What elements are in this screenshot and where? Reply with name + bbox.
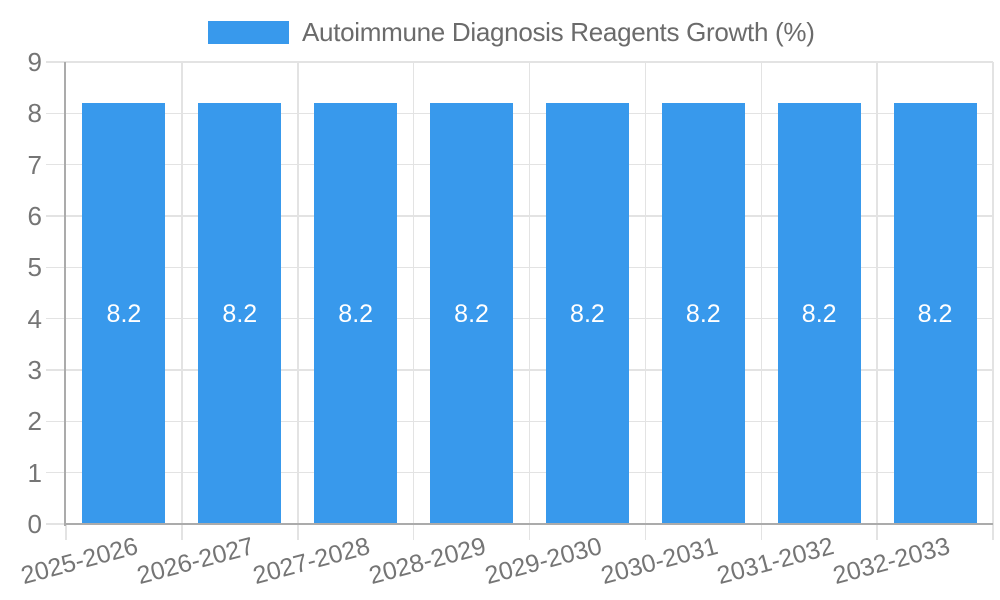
x-tick-mark	[992, 524, 994, 540]
x-tick-label: 2031-2032	[713, 532, 837, 590]
y-tick-label: 6	[27, 201, 42, 231]
x-tick-mark	[412, 524, 415, 540]
x-tick-mark	[181, 524, 183, 540]
v-gridline	[644, 62, 647, 524]
x-tick-mark	[528, 524, 531, 540]
x-tick-mark	[297, 524, 299, 540]
bar	[82, 103, 166, 524]
y-tick-label: 2	[27, 406, 42, 437]
bar	[314, 103, 398, 524]
x-tick-label: 2029-2030	[481, 532, 605, 590]
x-tick-label: 2030-2031	[597, 532, 721, 590]
bar	[777, 103, 861, 524]
x-tick-mark	[644, 524, 647, 540]
bar-value-label: 8.2	[338, 299, 374, 328]
y-tick-label: 9	[27, 47, 42, 77]
v-gridline	[876, 62, 878, 524]
bar-value-label: 8.2	[570, 299, 605, 328]
legend-swatch	[208, 21, 289, 44]
bar	[545, 103, 629, 524]
v-gridline	[181, 62, 183, 524]
v-gridline	[528, 62, 531, 524]
bar	[661, 103, 745, 524]
x-tick-label: 2028-2029	[366, 532, 489, 590]
x-axis-line	[66, 523, 993, 525]
y-tick-mark	[46, 266, 66, 269]
x-tick-mark	[876, 524, 878, 540]
y-axis-line	[64, 62, 66, 526]
bar	[198, 103, 282, 524]
y-tick-label: 0	[27, 509, 42, 539]
y-tick-label: 1	[27, 457, 42, 488]
bar-value-label: 8.2	[222, 299, 258, 328]
y-tick-mark	[46, 317, 66, 320]
bar-value-label: 8.2	[801, 299, 837, 328]
v-gridline	[760, 62, 762, 524]
x-tick-mark	[65, 524, 67, 540]
x-tick-label: 2027-2028	[250, 532, 373, 590]
y-tick-mark	[46, 163, 66, 166]
v-gridline	[992, 62, 994, 524]
x-tick-mark	[760, 524, 762, 540]
y-tick-label: 8	[27, 98, 42, 129]
y-tick-mark	[46, 523, 66, 525]
x-tick-label: 2026-2027	[134, 532, 258, 590]
x-tick-label: 2032-2033	[829, 532, 953, 590]
bar-value-label: 8.2	[917, 299, 953, 328]
y-tick-mark	[46, 420, 66, 423]
y-tick-mark	[46, 112, 66, 115]
legend-label: Autoimmune Diagnosis Reagents Growth (%)	[302, 17, 815, 47]
bar	[893, 103, 977, 524]
x-tick-label: 2025-2026	[18, 532, 142, 590]
v-gridline	[412, 62, 415, 524]
bar	[430, 103, 514, 524]
y-tick-label: 7	[27, 149, 42, 180]
y-tick-label: 3	[27, 355, 42, 385]
y-tick-label: 4	[27, 303, 42, 334]
y-tick-mark	[46, 369, 66, 371]
y-tick-label: 5	[27, 252, 42, 283]
y-tick-mark	[46, 215, 66, 217]
v-gridline	[297, 62, 299, 524]
y-tick-mark	[46, 471, 66, 474]
bar-value-label: 8.2	[454, 299, 489, 328]
bar-value-label: 8.2	[106, 299, 142, 328]
bar-value-label: 8.2	[685, 299, 721, 328]
chart-legend[interactable]: Autoimmune Diagnosis Reagents Growth (%)	[0, 0, 1000, 52]
y-tick-mark	[46, 61, 66, 63]
